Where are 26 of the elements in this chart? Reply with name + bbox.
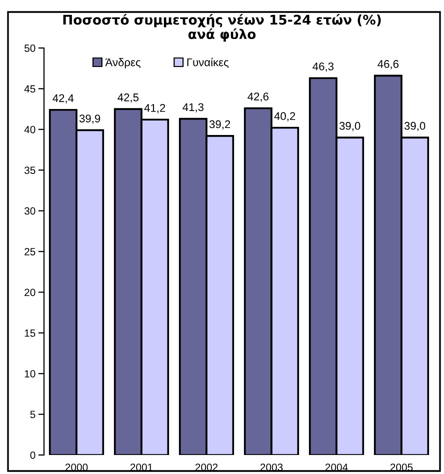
data-label: 39,0 (339, 122, 360, 132)
y-tick-label: 25 (24, 248, 36, 256)
y-tick-label: 5 (30, 410, 36, 418)
data-label: 41,3 (182, 103, 204, 112)
data-label: 39,9 (79, 114, 100, 124)
y-tick-label: 30 (24, 207, 36, 215)
y-tick-label: 45 (24, 85, 36, 93)
data-label: 39,0 (404, 122, 426, 132)
y-tick-label: 20 (24, 288, 36, 296)
data-label: 42,4 (52, 94, 74, 104)
data-label: 41,2 (144, 104, 166, 114)
data-label: 39,2 (209, 120, 230, 130)
data-label: 46,3 (312, 62, 334, 72)
y-tick-label: 40 (24, 126, 36, 134)
y-tick-label: 15 (24, 330, 36, 337)
y-tick-label: 10 (24, 370, 36, 378)
data-label: 42,5 (118, 93, 139, 103)
data-label: 40,2 (274, 112, 296, 122)
data-label: 46,6 (378, 60, 398, 70)
y-tick-label: 50 (24, 44, 36, 52)
y-tick-label: 35 (24, 166, 36, 174)
legend-label: Άνδρες (105, 58, 140, 68)
chart-title: Ποσοστό συμμετοχής νέων 15-24 ετών (%) ανά φύλο (63, 14, 381, 42)
y-tick-label: 0 (30, 452, 36, 459)
legend-label: Γυναίκες (187, 58, 229, 68)
data-label: 42,6 (248, 92, 268, 102)
